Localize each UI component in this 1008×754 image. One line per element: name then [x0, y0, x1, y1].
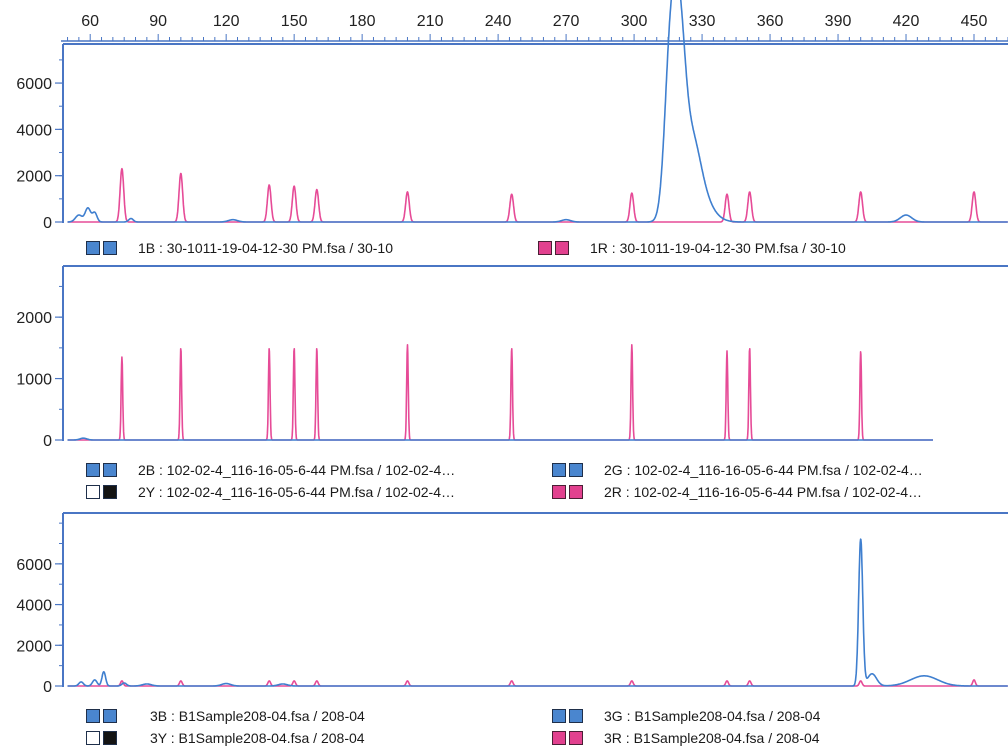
legend-label: 1B : 30-1011-19-04-12-30 PM.fsa / 30-10: [138, 240, 394, 256]
x-tick-label: 420: [893, 13, 920, 30]
legend-3r: 3R : B1Sample208-04.fsa / 208-04: [552, 730, 820, 746]
trace-blue: [67, 538, 1008, 687]
x-tick-label: 360: [757, 13, 784, 30]
legend-label: 2R : 102-02-4_116-16-05-6-44 PM.fsa / 10…: [604, 484, 923, 500]
x-tick-label: 210: [417, 13, 444, 30]
y-tick-label: 6000: [16, 76, 52, 93]
trace-blue: [67, 0, 1008, 223]
swatch-blue-icon: [103, 463, 117, 477]
legend-2b: 2B : 102-02-4_116-16-05-6-44 PM.fsa / 10…: [86, 462, 455, 478]
legend-label: 3R : B1Sample208-04.fsa / 208-04: [604, 730, 820, 746]
y-tick-label: 1000: [16, 372, 52, 389]
swatch-pink-icon: [555, 241, 569, 255]
x-tick-label: 450: [961, 13, 988, 30]
trace-pink: [67, 167, 1008, 223]
legend-3y: 3Y : B1Sample208-04.fsa / 208-04: [86, 730, 365, 746]
y-tick-label: 4000: [16, 122, 52, 139]
x-tick-label: 90: [149, 13, 167, 30]
swatch-blue-icon: [552, 463, 566, 477]
y-tick-label: 2000: [16, 169, 52, 186]
swatch-pink-icon: [552, 731, 566, 745]
legend-2r: 2R : 102-02-4_116-16-05-6-44 PM.fsa / 10…: [552, 484, 922, 500]
swatch-blue-icon: [103, 241, 117, 255]
swatch-pink-icon: [569, 485, 583, 499]
trace-pink: [67, 344, 934, 441]
swatch-blue-icon: [86, 709, 100, 723]
legend-3g: 3G : B1Sample208-04.fsa / 208-04: [552, 708, 820, 724]
y-tick-label: 0: [43, 215, 52, 232]
legend-2y: 2Y : 102-02-4_116-16-05-6-44 PM.fsa / 10…: [86, 484, 455, 500]
swatch-blue-icon: [86, 463, 100, 477]
legend-label: 3B : B1Sample208-04.fsa / 208-04: [150, 708, 365, 724]
legend-1b: 1B : 30-1011-19-04-12-30 PM.fsa / 30-10: [86, 240, 393, 256]
swatch-blue-icon: [103, 709, 117, 723]
y-tick-label: 6000: [16, 557, 52, 574]
x-tick-label: 60: [81, 13, 99, 30]
swatch-white-icon: [86, 485, 100, 499]
legend-label: 3G : B1Sample208-04.fsa / 208-04: [604, 708, 821, 724]
x-tick-label: 120: [213, 13, 240, 30]
x-tick-label: 300: [621, 13, 648, 30]
swatch-blue-icon: [569, 709, 583, 723]
trace-pink: [67, 679, 1008, 687]
swatch-pink-icon: [569, 731, 583, 745]
y-tick-label: 0: [43, 433, 52, 450]
trace-blue: [67, 437, 934, 441]
legend-1r: 1R : 30-1011-19-04-12-30 PM.fsa / 30-10: [538, 240, 846, 256]
x-tick-label: 390: [825, 13, 852, 30]
swatch-blue-icon: [569, 463, 583, 477]
y-tick-label: 0: [43, 679, 52, 696]
swatch-black-icon: [103, 485, 117, 499]
legend-label: 2G : 102-02-4_116-16-05-6-44 PM.fsa / 10…: [604, 462, 923, 478]
legend-2g: 2G : 102-02-4_116-16-05-6-44 PM.fsa / 10…: [552, 462, 923, 478]
legend-label: 3Y : B1Sample208-04.fsa / 208-04: [150, 730, 365, 746]
y-tick-label: 2000: [16, 310, 52, 327]
x-tick-label: 180: [349, 13, 376, 30]
swatch-black-icon: [103, 731, 117, 745]
y-tick-label: 4000: [16, 598, 52, 615]
swatch-pink-icon: [552, 485, 566, 499]
x-tick-label: 330: [689, 13, 716, 30]
swatch-blue-icon: [86, 241, 100, 255]
legend-3b: 3B : B1Sample208-04.fsa / 208-04: [86, 708, 365, 724]
x-tick-label: 270: [553, 13, 580, 30]
swatch-blue-icon: [552, 709, 566, 723]
x-tick-label: 240: [485, 13, 512, 30]
legend-label: 1R : 30-1011-19-04-12-30 PM.fsa / 30-10: [590, 240, 846, 256]
swatch-white-icon: [86, 731, 100, 745]
legend-label: 2B : 102-02-4_116-16-05-6-44 PM.fsa / 10…: [138, 462, 456, 478]
legend-label: 2Y : 102-02-4_116-16-05-6-44 PM.fsa / 10…: [138, 484, 456, 500]
y-tick-label: 2000: [16, 638, 52, 655]
x-tick-label: 150: [281, 13, 308, 30]
swatch-pink-icon: [538, 241, 552, 255]
